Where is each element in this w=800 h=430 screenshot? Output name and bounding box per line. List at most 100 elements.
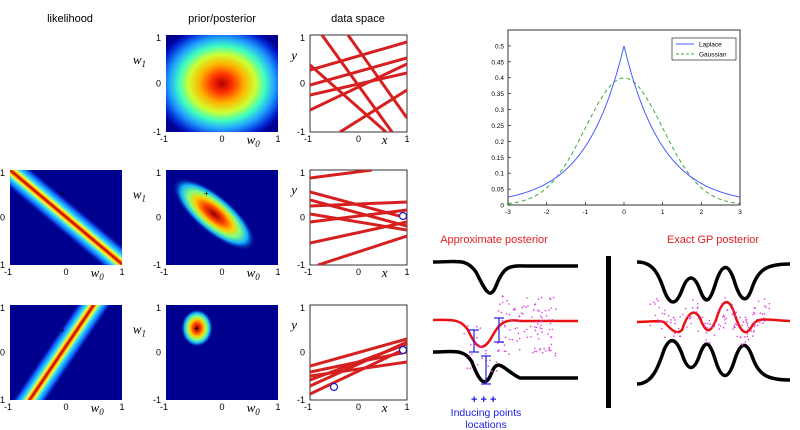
data-point xyxy=(733,314,735,317)
data-point xyxy=(514,309,516,311)
data-point xyxy=(539,349,541,351)
tick-label-x: 1 xyxy=(275,134,280,144)
data-point xyxy=(723,316,726,318)
data-point xyxy=(711,326,713,328)
posterior-heatmap-2: + xyxy=(166,305,278,400)
data-point xyxy=(475,342,478,344)
data-point xyxy=(548,346,550,349)
data-point xyxy=(481,357,484,359)
data-point xyxy=(684,307,687,310)
data-point xyxy=(748,326,750,329)
data-point xyxy=(536,333,539,336)
x-tick-label: -3 xyxy=(505,209,511,216)
data-point xyxy=(518,348,521,351)
data-point xyxy=(508,313,511,316)
tick-label-y: 1 xyxy=(156,33,161,43)
tick-label-x: 0 xyxy=(356,134,361,144)
data-point xyxy=(708,342,710,344)
data-point xyxy=(534,326,536,328)
axis-label-y: y xyxy=(289,47,297,62)
data-point xyxy=(655,297,658,300)
prior-circle xyxy=(166,35,278,132)
data-point xyxy=(544,309,547,312)
data-point xyxy=(538,310,540,312)
x-tick-label: -2 xyxy=(544,209,550,216)
observed-point xyxy=(398,345,408,355)
data-point xyxy=(719,325,722,327)
data-point xyxy=(549,298,552,301)
data-point xyxy=(690,322,692,325)
true-param-marker: + xyxy=(204,189,209,198)
data-point xyxy=(747,338,750,341)
data-point xyxy=(676,331,678,333)
data-point xyxy=(734,315,737,317)
data-point xyxy=(461,321,463,324)
prior-heatmap-panel xyxy=(166,35,278,132)
data-point xyxy=(692,299,694,301)
upper-bound-curve xyxy=(432,259,578,295)
data-point xyxy=(504,336,507,339)
data-point xyxy=(689,315,691,318)
axis-label-w0: w0 xyxy=(91,400,105,417)
data-point xyxy=(523,305,525,307)
data-point xyxy=(479,327,482,329)
data-point xyxy=(718,328,721,330)
data-point xyxy=(663,313,666,315)
approx-posterior-panel: + + + Inducing points locations xyxy=(432,259,578,430)
data-space-panel-3 xyxy=(309,304,408,401)
data-point xyxy=(658,306,660,309)
y-tick-label: 0.15 xyxy=(491,155,504,162)
x-tick-label: 1 xyxy=(661,209,665,216)
data-point xyxy=(555,308,557,311)
data-point xyxy=(535,321,538,323)
data-point xyxy=(485,352,487,355)
sample-lines xyxy=(310,337,407,396)
data-point xyxy=(722,314,725,317)
data-point xyxy=(764,305,766,307)
axis-label-w0: w0 xyxy=(247,132,261,149)
data-point xyxy=(479,345,481,348)
axis-label-w0: w0 xyxy=(91,265,105,282)
data-point xyxy=(550,336,552,338)
mean-curve xyxy=(432,318,578,349)
observed-point xyxy=(398,211,408,221)
data-point xyxy=(521,306,524,309)
sample-lines xyxy=(310,35,407,132)
data-point xyxy=(753,330,755,333)
data-point xyxy=(746,324,749,327)
data-point xyxy=(756,318,758,321)
tick-label-y: 0 xyxy=(0,348,5,358)
tick-label-y: 0 xyxy=(156,348,161,358)
data-point xyxy=(540,296,543,299)
gp-panels: Approximate posterior Exact GP posterior… xyxy=(432,234,791,430)
tick-label-y: 1 xyxy=(0,303,5,313)
data-point xyxy=(529,325,532,328)
data-point xyxy=(548,348,551,351)
tick-label-x: 0 xyxy=(63,402,68,412)
data-point xyxy=(724,319,726,321)
data-point xyxy=(468,354,471,357)
tick-label-x: -1 xyxy=(304,134,312,144)
data-point xyxy=(706,322,709,325)
tick-label-x: -1 xyxy=(160,134,168,144)
data-point xyxy=(705,339,707,341)
tick-label-x: -1 xyxy=(304,402,312,412)
y-tick-label: 0.3 xyxy=(495,107,504,114)
data-point xyxy=(489,359,491,362)
data-point xyxy=(554,352,557,355)
tick-label-y: 0 xyxy=(156,213,161,223)
data-point xyxy=(550,343,553,346)
data-point xyxy=(485,349,487,352)
axis-label-x: x xyxy=(381,265,388,280)
data-point xyxy=(744,316,747,319)
data-point xyxy=(541,331,543,333)
data-point xyxy=(549,297,551,300)
data-point xyxy=(732,309,734,312)
data-point xyxy=(504,324,506,327)
tick-label-y: -1 xyxy=(0,395,5,405)
data-point xyxy=(713,334,716,336)
data-point xyxy=(526,328,528,331)
data-point xyxy=(763,320,766,322)
exact-posterior-title: Exact GP posterior xyxy=(667,234,759,246)
axis-label-w1: w1 xyxy=(133,52,146,69)
